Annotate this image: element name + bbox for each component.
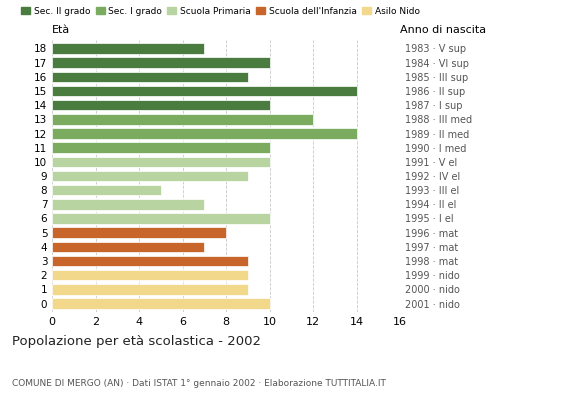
Bar [52,256,248,266]
Bar [52,142,270,153]
Bar [52,86,357,96]
Bar [52,298,270,309]
Bar [52,72,248,82]
Bar [52,171,248,181]
Bar [52,57,270,68]
Text: Popolazione per età scolastica - 2002: Popolazione per età scolastica - 2002 [12,335,260,348]
Bar [52,284,248,295]
Bar [52,199,204,210]
Legend: Sec. II grado, Sec. I grado, Scuola Primaria, Scuola dell'Infanzia, Asilo Nido: Sec. II grado, Sec. I grado, Scuola Prim… [21,6,420,16]
Bar [52,227,226,238]
Bar [52,100,270,110]
Bar [52,114,313,125]
Bar [52,242,204,252]
Bar [52,128,357,139]
Text: Anno di nascita: Anno di nascita [400,24,486,34]
Text: Età: Età [52,24,70,34]
Bar [52,213,270,224]
Bar [52,156,270,167]
Bar [52,185,161,196]
Bar [52,270,248,280]
Bar [52,43,204,54]
Text: COMUNE DI MERGO (AN) · Dati ISTAT 1° gennaio 2002 · Elaborazione TUTTITALIA.IT: COMUNE DI MERGO (AN) · Dati ISTAT 1° gen… [12,379,386,388]
